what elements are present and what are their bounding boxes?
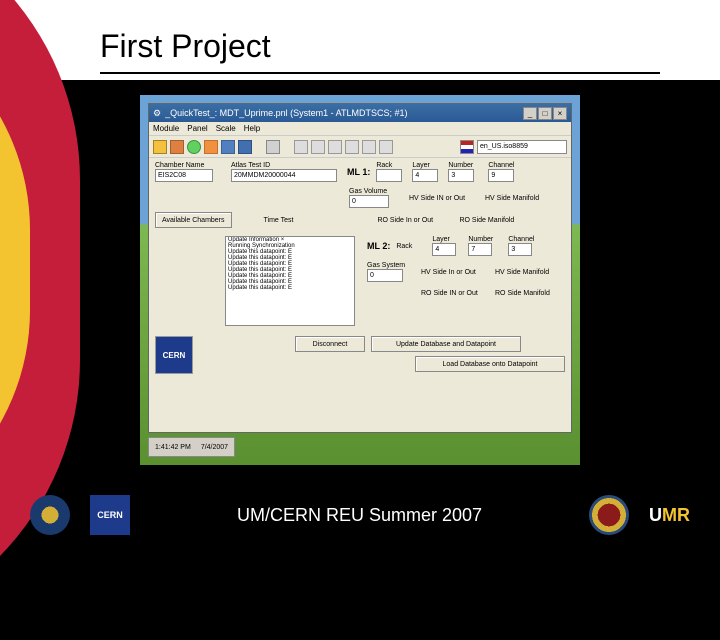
rack-label: Rack [376,162,406,169]
maximize-button[interactable]: □ [538,107,552,120]
update-database-button[interactable]: Update Database and Datapoint [371,336,521,352]
toolbar-icon-3[interactable] [187,140,201,154]
cern-logo-small: CERN [155,336,193,374]
toolbar-icon-9[interactable] [311,140,325,154]
toolbar-icon-13[interactable] [379,140,393,154]
toolbar-open-icon[interactable] [153,140,167,154]
available-chambers-button[interactable]: Available Chambers [155,212,232,228]
disconnect-button[interactable]: Disconnect [295,336,365,352]
ml1-number-field[interactable]: 3 [448,169,474,182]
taskbar-date: 7/4/2007 [201,444,228,451]
toolbar-icon-4[interactable] [204,140,218,154]
title-underline [100,72,660,74]
time-test-label: Time Test [264,217,294,224]
nsf-logo [30,495,70,535]
ml2-number-label: Number [468,236,502,243]
toolbar-icon-12[interactable] [362,140,376,154]
gas-volume-field[interactable]: 0 [349,195,389,208]
hv-side-inout-label: HV Side IN or Out [409,195,479,202]
ml2-channel-field[interactable]: 3 [508,243,532,256]
form-area: Chamber Name EIS2C08 Atlas Test ID 20MMD… [149,158,571,384]
ml1-rack-field[interactable] [376,169,402,182]
toolbar-users-icon[interactable] [221,140,235,154]
gas-volume-label: Gas Volume [349,188,403,195]
hv-side-manifold-label: HV Side Manifold [485,195,555,202]
toolbar-icon-11[interactable] [345,140,359,154]
decorative-arcs [0,0,100,640]
ml2-rack-label: Rack [396,243,426,250]
university-seal [589,495,629,535]
number-label: Number [448,162,482,169]
menu-module[interactable]: Module [153,124,179,133]
ro-side-manifold-label: RO Side Manifold [459,217,529,224]
title-area: First Project [0,0,720,80]
layer-label: Layer [412,162,442,169]
window-titlebar[interactable]: ⚙ _QuickTest_: MDT_Uprime.pnl (System1 -… [149,104,571,122]
atlas-test-id-field[interactable]: 20MMDM20000044 [231,169,337,182]
toolbar-print-icon[interactable] [266,140,280,154]
toolbar: en_US.iso8859 [149,136,571,158]
menu-panel[interactable]: Panel [187,124,207,133]
toolbar-icon-2[interactable] [170,140,184,154]
titlebar-icon: ⚙ [153,108,161,119]
ro-side-inout-label: RO Side In or Out [377,217,453,224]
taskbar: 1:41:42 PM 7/4/2007 [148,437,235,457]
hv-side-manifold2-label: HV Side Manifold [495,269,563,276]
channel-label: Channel [488,162,522,169]
slide-title: First Project [100,28,271,65]
menu-bar: Module Panel Scale Help [149,122,571,136]
ro-side-manifold2-label: RO Side Manifold [495,290,563,297]
toolbar-icon-8[interactable] [294,140,308,154]
hv-side-inout2-label: HV Side In or Out [421,269,489,276]
taskbar-time: 1:41:42 PM [155,444,191,451]
load-database-button[interactable]: Load Database onto Datapoint [415,356,565,372]
list-item: Update this datapoint: E [226,285,354,291]
ml1-channel-field[interactable]: 9 [488,169,514,182]
cern-logo-footer: CERN [90,495,130,535]
ml2-layer-label: Layer [432,236,462,243]
ml2-number-field[interactable]: 7 [468,243,492,256]
encoding-value: en_US.iso8859 [480,143,528,150]
chamber-name-field[interactable]: EIS2C08 [155,169,213,182]
application-window: ⚙ _QuickTest_: MDT_Uprime.pnl (System1 -… [148,103,572,433]
toolbar-icon-10[interactable] [328,140,342,154]
minimize-button[interactable]: _ [523,107,537,120]
ml2-channel-label: Channel [508,236,542,243]
menu-scale[interactable]: Scale [216,124,236,133]
ml2-layer-field[interactable]: 4 [432,243,456,256]
ml1-label: ML 1: [347,167,370,177]
footer-text: UM/CERN REU Summer 2007 [150,505,569,526]
chamber-name-label: Chamber Name [155,162,225,169]
ml1-layer-field[interactable]: 4 [412,169,438,182]
slide-footer: CERN UM/CERN REU Summer 2007 UMR [0,490,720,540]
close-button[interactable]: × [553,107,567,120]
umr-text: MR [662,505,690,525]
umr-logo: UMR [649,505,690,526]
ro-side-inout2-label: RO Side IN or Out [421,290,489,297]
gas-system-field[interactable]: 0 [367,269,403,282]
update-log-listbox[interactable]: Update Information × Running Synchroniza… [225,236,355,326]
menu-help[interactable]: Help [244,124,260,133]
gas-system-label: Gas System [367,262,415,269]
toolbar-flag-icon[interactable] [460,140,474,154]
ml2-label: ML 2: [367,241,390,251]
window-title: _QuickTest_: MDT_Uprime.pnl (System1 - A… [165,108,407,118]
toolbar-icon-6[interactable] [238,140,252,154]
encoding-select[interactable]: en_US.iso8859 [477,140,567,154]
desktop-screenshot: ⚙ _QuickTest_: MDT_Uprime.pnl (System1 -… [140,95,580,465]
atlas-test-id-label: Atlas Test ID [231,162,341,169]
